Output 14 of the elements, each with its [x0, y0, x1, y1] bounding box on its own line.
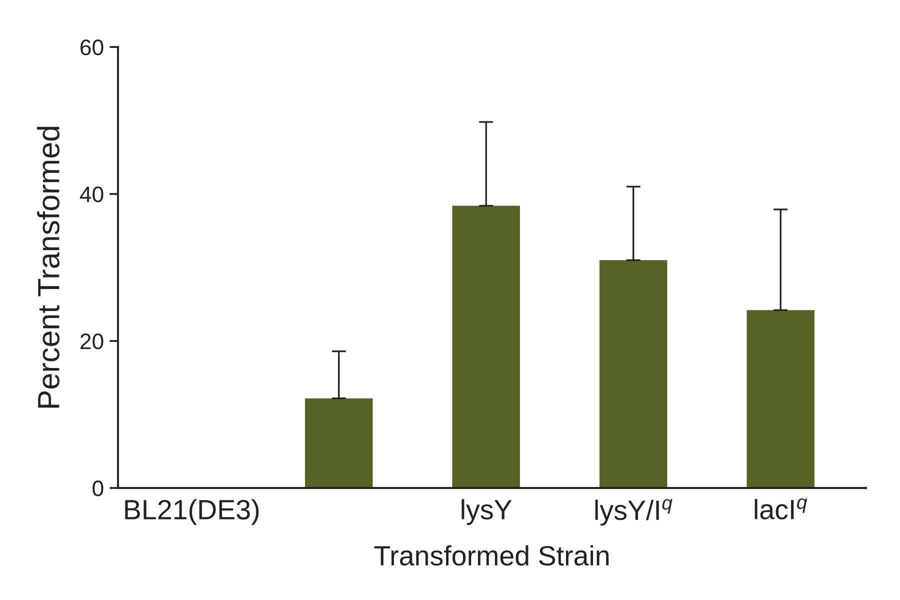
x-tick-label: lysY [462, 499, 512, 526]
y-axis-title: Percent Transformed [37, 126, 60, 408]
bar [452, 206, 520, 488]
bar [746, 310, 814, 488]
y-tick-label: 0 [92, 480, 104, 496]
x-tick-label: lacI$^{q}$ [754, 498, 808, 520]
bar [599, 260, 668, 488]
y-tick-label: 20 [80, 334, 104, 350]
x-axis-title: Transformed Strain [374, 545, 609, 566]
bar [305, 398, 373, 488]
x-tick-label: BL21(DE3) [125, 499, 259, 525]
x-tick-label: lysY/I$^{q}$ [595, 499, 672, 526]
y-tick-label: 60 [80, 40, 104, 56]
y-tick-label: 40 [80, 186, 104, 202]
